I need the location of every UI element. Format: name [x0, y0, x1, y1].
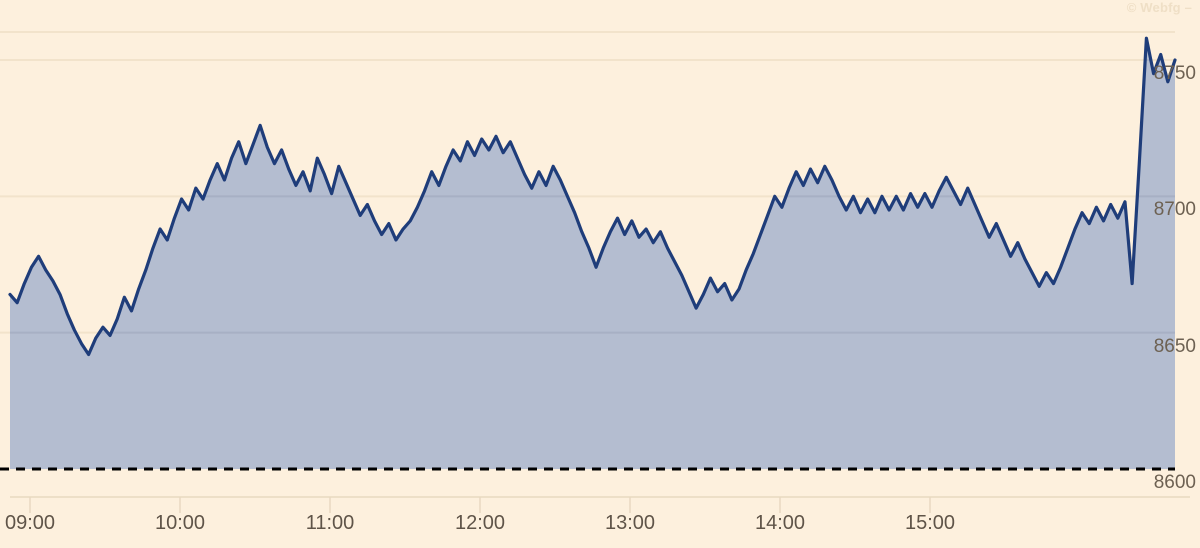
x-axis-tick-label: 11:00 [305, 512, 355, 534]
x-axis-tick-label: 10:00 [154, 512, 206, 534]
x-axis-tick-label: 12:00 [454, 512, 506, 534]
y-axis-tick-label: 8600 [1153, 472, 1196, 493]
y-axis-tick-label: 8650 [1153, 335, 1196, 357]
price-area-fill [10, 38, 1175, 470]
x-axis-tick-label: 13:00 [604, 512, 656, 534]
x-axis-tick-label: 15:00 [904, 512, 956, 534]
provider-watermark: © Webfg – [1126, 0, 1192, 15]
y-axis-tick-label: 8750 [1153, 62, 1196, 84]
x-axis-tick-label: 09:00 [4, 512, 56, 534]
x-axis-tick-label: 17:00 [1185, 512, 1200, 535]
price-line [8, 36, 1177, 357]
y-axis-tick-label: 8700 [1153, 199, 1196, 221]
x-axis-ticks [29, 497, 931, 513]
x-axis-tick-label: 14:00 [754, 512, 806, 534]
